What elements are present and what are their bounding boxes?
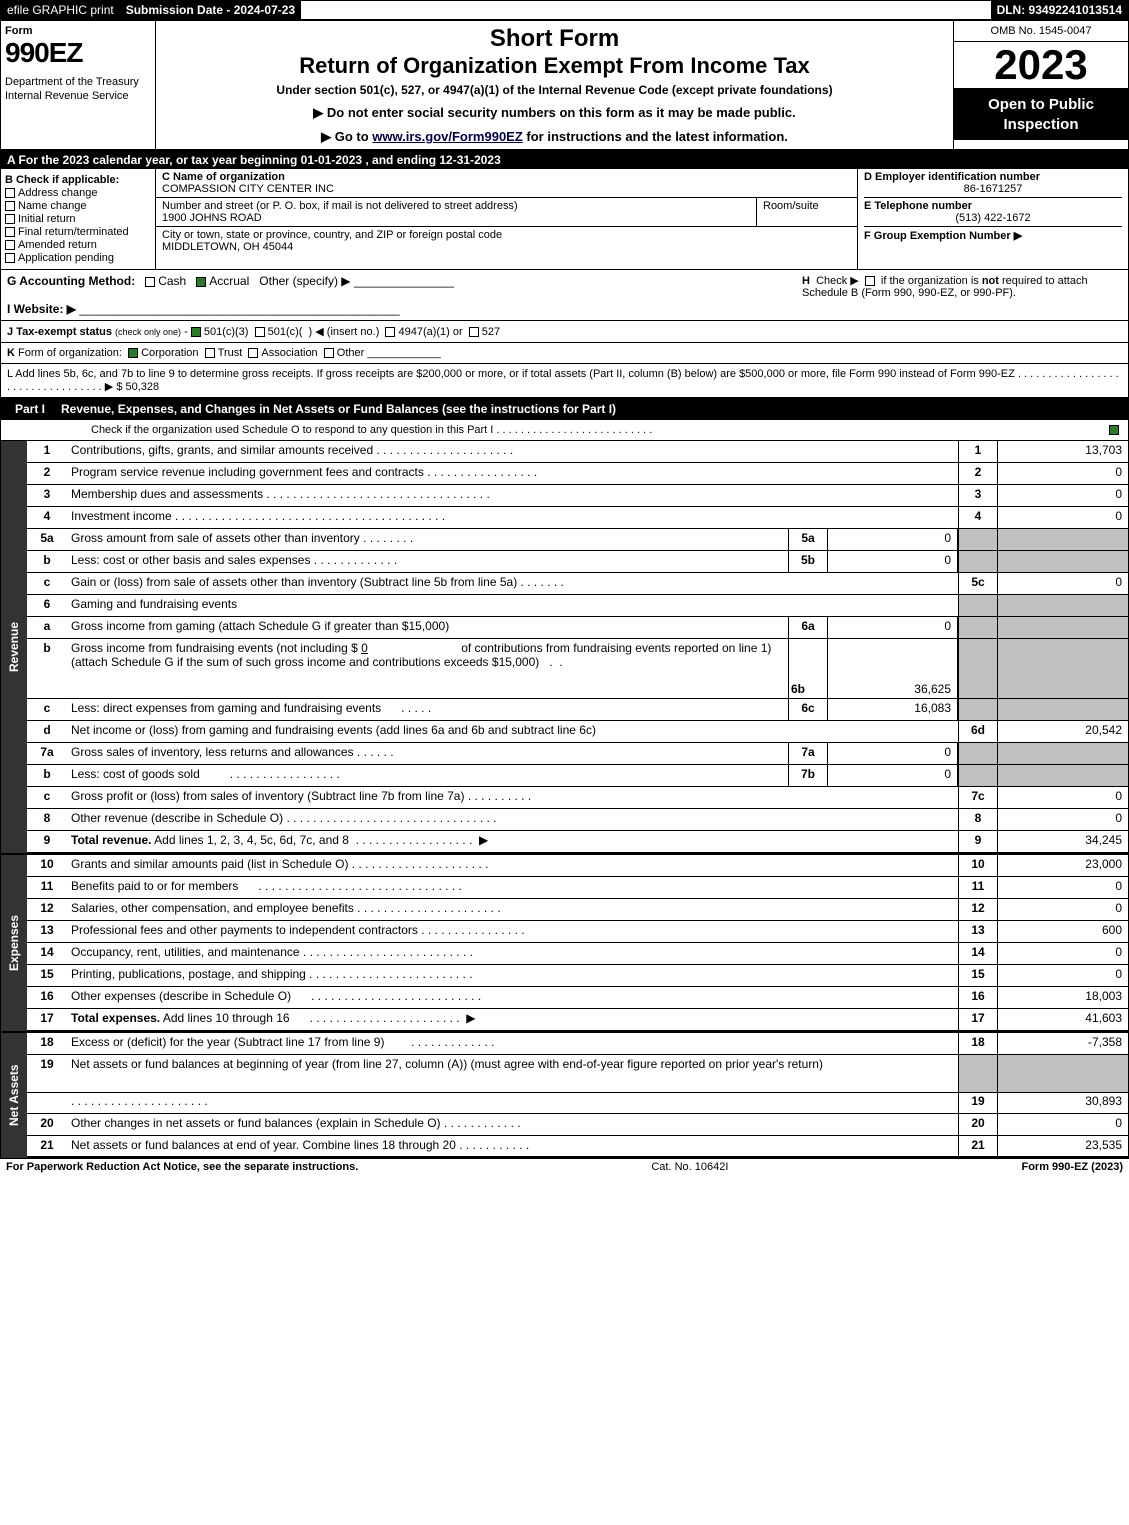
line-3-value: 0 — [998, 485, 1128, 506]
check-cash[interactable] — [145, 277, 155, 287]
line-12-value: 0 — [998, 899, 1128, 920]
inst-post: for instructions and the latest informat… — [523, 129, 788, 144]
check-501c[interactable] — [255, 327, 265, 337]
dln: DLN: 93492241013514 — [991, 1, 1128, 19]
line-6b-mid: 36,625 — [828, 639, 958, 698]
line-21-value: 23,535 — [998, 1136, 1128, 1156]
check-501c3[interactable] — [191, 327, 201, 337]
h-check: H Check ▶ if the organization is not req… — [802, 274, 1122, 316]
footer-cat-no: Cat. No. 10642I — [651, 1161, 728, 1173]
line-2-value: 0 — [998, 463, 1128, 484]
b-label: B Check if applicable: — [5, 174, 151, 186]
d-ein-label: D Employer identification number — [864, 171, 1122, 183]
form-header: Form 990EZ Department of the Treasury In… — [1, 21, 1128, 151]
check-527[interactable] — [469, 327, 479, 337]
inst-pre: ▶ Go to — [321, 129, 372, 144]
net-assets-side-label: Net Assets — [1, 1033, 27, 1158]
line-16-value: 18,003 — [998, 987, 1128, 1008]
line-8-value: 0 — [998, 809, 1128, 830]
section-subtitle: Under section 501(c), 527, or 4947(a)(1)… — [164, 83, 945, 97]
check-h[interactable] — [865, 276, 875, 286]
section-b-c-d: B Check if applicable: Address change Na… — [1, 169, 1128, 270]
check-accrual[interactable] — [196, 277, 206, 287]
j-tax-exempt: J Tax-exempt status (check only one) - 5… — [1, 321, 1128, 343]
line-1-value: 13,703 — [998, 441, 1128, 462]
street-value: 1900 JOHNS ROAD — [162, 212, 262, 224]
city-value: MIDDLETOWN, OH 45044 — [162, 241, 293, 253]
line-6d-value: 20,542 — [998, 721, 1128, 742]
check-other-org[interactable] — [324, 348, 334, 358]
footer-left: For Paperwork Reduction Act Notice, see … — [6, 1161, 358, 1173]
line-19-value: 30,893 — [998, 1092, 1128, 1113]
check-initial-return[interactable]: Initial return — [5, 213, 151, 225]
e-phone-label: E Telephone number — [864, 200, 972, 212]
footer-form: Form 990-EZ (2023) — [1021, 1161, 1123, 1173]
line-10-value: 23,000 — [998, 855, 1128, 876]
line-18-value: -7,358 — [998, 1033, 1128, 1054]
ein-value: 86-1671257 — [864, 183, 1122, 195]
open-inspection: Open to Public Inspection — [954, 89, 1128, 140]
org-name: COMPASSION CITY CENTER INC — [162, 183, 334, 195]
line-5b-mid: 0 — [828, 551, 958, 572]
l-gross-receipts: L Add lines 5b, 6c, and 7b to line 9 to … — [1, 364, 1128, 398]
line-17-value: 41,603 — [998, 1009, 1128, 1030]
i-website: I Website: ▶ — [7, 302, 76, 316]
room-suite: Room/suite — [757, 198, 857, 226]
city-label: City or town, state or province, country… — [162, 229, 502, 241]
check-trust[interactable] — [205, 348, 215, 358]
c-label: C Name of organization — [162, 171, 285, 183]
expenses-side-label: Expenses — [1, 855, 27, 1031]
check-name-change[interactable]: Name change — [5, 200, 151, 212]
f-group-label: F Group Exemption Number ▶ — [864, 230, 1022, 242]
check-address-change[interactable]: Address change — [5, 187, 151, 199]
check-association[interactable] — [248, 348, 258, 358]
line-15-value: 0 — [998, 965, 1128, 986]
line-13-value: 600 — [998, 921, 1128, 942]
line-6a-mid: 0 — [828, 617, 958, 638]
row-a-calendar: A For the 2023 calendar year, or tax yea… — [1, 151, 1128, 169]
check-schedule-o[interactable] — [1109, 425, 1119, 435]
check-application-pending[interactable]: Application pending — [5, 252, 151, 264]
line-7c-value: 0 — [998, 787, 1128, 808]
line-5a-mid: 0 — [828, 529, 958, 550]
k-form-org: K Form of organization: Corporation Trus… — [1, 343, 1128, 364]
line-20-value: 0 — [998, 1114, 1128, 1135]
footer: For Paperwork Reduction Act Notice, see … — [0, 1159, 1129, 1175]
part-1-label: Part I — [7, 400, 53, 418]
check-corporation[interactable] — [128, 348, 138, 358]
check-amended-return[interactable]: Amended return — [5, 239, 151, 251]
dept-treasury: Department of the Treasury Internal Reve… — [5, 75, 151, 104]
line-14-value: 0 — [998, 943, 1128, 964]
line-4-value: 0 — [998, 507, 1128, 528]
goto-instructions: ▶ Go to www.irs.gov/Form990EZ for instru… — [164, 129, 945, 145]
street-label: Number and street (or P. O. box, if mail… — [162, 200, 518, 212]
line-5c-value: 0 — [998, 573, 1128, 594]
efile-print[interactable]: efile GRAPHIC print — [1, 1, 120, 19]
part-1-header: Part I Revenue, Expenses, and Changes in… — [1, 398, 1128, 420]
check-final-return[interactable]: Final return/terminated — [5, 226, 151, 238]
irs-link[interactable]: www.irs.gov/Form990EZ — [372, 129, 523, 144]
tax-year: 2023 — [954, 42, 1128, 89]
top-bar: efile GRAPHIC print Submission Date - 20… — [1, 1, 1128, 21]
other-specify: Other (specify) ▶ — [259, 274, 350, 288]
phone-value: (513) 422-1672 — [864, 212, 1122, 224]
form-number: 990EZ — [5, 37, 151, 69]
line-11-value: 0 — [998, 877, 1128, 898]
line-7a-mid: 0 — [828, 743, 958, 764]
submission-date: Submission Date - 2024-07-23 — [120, 1, 301, 19]
g-label: G Accounting Method: — [7, 274, 135, 288]
ssn-warning: ▶ Do not enter social security numbers o… — [164, 105, 945, 121]
check-4947[interactable] — [385, 327, 395, 337]
form-label: Form — [5, 25, 151, 37]
return-title: Return of Organization Exempt From Incom… — [164, 53, 945, 79]
revenue-side-label: Revenue — [1, 441, 27, 853]
part1-sub: Check if the organization used Schedule … — [1, 420, 1128, 441]
short-form-title: Short Form — [164, 25, 945, 53]
part-1-desc: Revenue, Expenses, and Changes in Net As… — [61, 402, 616, 416]
omb-number: OMB No. 1545-0047 — [954, 21, 1128, 42]
line-9-value: 34,245 — [998, 831, 1128, 852]
line-7b-mid: 0 — [828, 765, 958, 786]
line-6c-mid: 16,083 — [828, 699, 958, 720]
